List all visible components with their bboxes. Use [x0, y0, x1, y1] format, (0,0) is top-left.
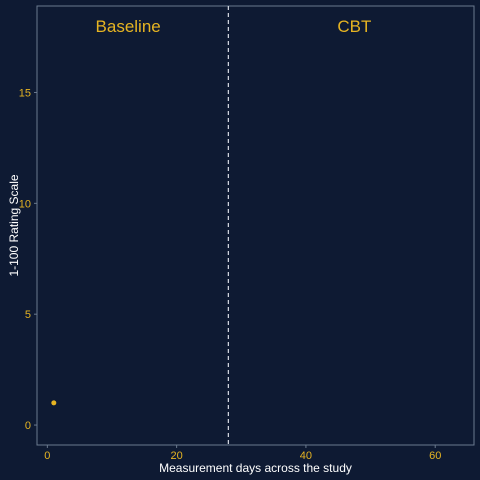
phase-label-1: CBT: [337, 17, 371, 36]
y-tick-label: 15: [19, 87, 31, 99]
phase-labels: Baseline CBT: [96, 17, 372, 36]
y-tick-label: 5: [25, 309, 31, 321]
y-tick-label: 10: [19, 198, 31, 210]
phase-label-0: Baseline: [96, 17, 161, 36]
y-axis-ticks: 0 5 10 15: [19, 87, 37, 432]
y-tick-label: 0: [25, 420, 31, 432]
x-axis-title: Measurement days across the study: [159, 461, 352, 475]
plot-panel: [36, 5, 475, 446]
x-tick-label: 60: [429, 450, 441, 462]
x-axis-ticks: 0 20 40 60: [44, 445, 441, 462]
x-tick-label: 40: [300, 450, 312, 462]
x-tick-label: 0: [44, 450, 50, 462]
x-tick-label: 20: [171, 450, 183, 462]
data-point: [51, 400, 57, 406]
data-points: [51, 400, 57, 406]
y-axis-title: 1-100 Rating Scale: [7, 174, 21, 276]
